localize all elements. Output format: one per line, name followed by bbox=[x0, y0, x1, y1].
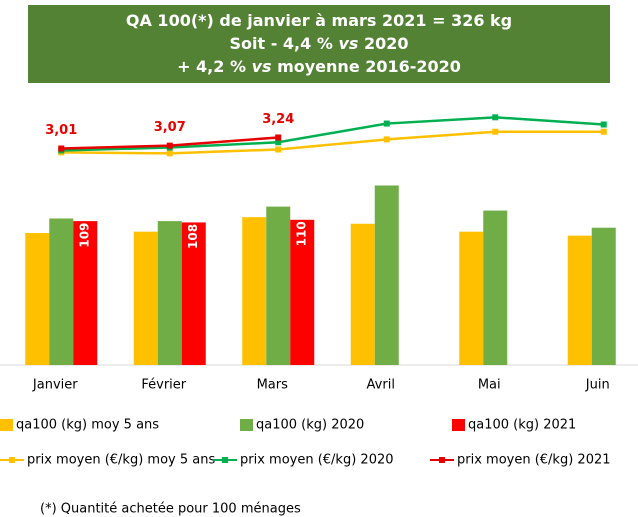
bar bbox=[181, 222, 206, 365]
legend-label: qa100 (kg) 2020 bbox=[256, 418, 364, 433]
bar bbox=[242, 217, 267, 365]
legend-marker bbox=[9, 457, 15, 463]
bar bbox=[591, 227, 616, 365]
chart-title: QA 100(*) de janvier à mars 2021 = 326 k… bbox=[126, 11, 512, 30]
x-tick-label: Mars bbox=[257, 378, 289, 393]
x-tick-label: Mai bbox=[478, 378, 501, 393]
price-marker bbox=[275, 134, 282, 141]
legend-label: prix moyen (€/kg) 2021 bbox=[457, 453, 611, 468]
bar bbox=[73, 221, 98, 365]
bar bbox=[25, 233, 50, 365]
bar-value-label: 108 bbox=[186, 224, 200, 249]
price-line bbox=[61, 116, 604, 152]
bar bbox=[290, 219, 315, 365]
x-tick-label: Janvier bbox=[32, 378, 78, 393]
title-box bbox=[28, 5, 610, 83]
legend-label: prix moyen (€/kg) moy 5 ans bbox=[27, 453, 215, 468]
footnote: (*) Quantité achetée pour 100 ménages bbox=[40, 502, 301, 517]
price-value-label: 3,24 bbox=[262, 112, 294, 127]
title-part: + 4,2 % bbox=[177, 57, 252, 76]
price-marker bbox=[600, 128, 607, 135]
bar-value-label: 109 bbox=[78, 223, 92, 248]
legend-label: qa100 (kg) 2021 bbox=[468, 418, 576, 433]
title-part: Soit - 4,4 % bbox=[229, 34, 338, 53]
bar bbox=[49, 218, 74, 365]
legend-label: prix moyen (€/kg) 2020 bbox=[240, 453, 394, 468]
legend-marker bbox=[222, 457, 228, 463]
bar bbox=[567, 235, 592, 365]
price-marker bbox=[600, 121, 607, 128]
legend-swatch bbox=[240, 419, 253, 431]
bar bbox=[266, 206, 291, 365]
title-part: vs bbox=[338, 34, 358, 53]
bar bbox=[483, 210, 508, 365]
x-tick-label: Avril bbox=[367, 378, 395, 393]
title-part: QA 100(*) de janvier à mars 2021 = 326 k… bbox=[126, 11, 512, 30]
title-part: 2020 bbox=[358, 34, 408, 53]
title-part: vs bbox=[252, 57, 272, 76]
price-marker bbox=[383, 120, 390, 127]
price-marker bbox=[166, 150, 173, 157]
price-line bbox=[61, 130, 604, 155]
legend-swatch bbox=[0, 419, 13, 431]
price-marker bbox=[58, 145, 65, 152]
bar bbox=[157, 221, 182, 365]
price-marker bbox=[166, 142, 173, 149]
price-value-label: 3,07 bbox=[154, 120, 186, 135]
bar bbox=[459, 231, 484, 365]
bar bbox=[350, 223, 375, 365]
price-marker bbox=[383, 136, 390, 143]
price-value-label: 3,01 bbox=[45, 123, 77, 138]
title-part: moyenne 2016-2020 bbox=[272, 57, 461, 76]
price-marker bbox=[492, 128, 499, 135]
bar bbox=[133, 231, 158, 365]
legend-marker bbox=[439, 457, 445, 463]
price-marker bbox=[275, 139, 282, 146]
price-marker bbox=[492, 114, 499, 121]
bar bbox=[374, 185, 399, 365]
bar-value-label: 110 bbox=[295, 221, 309, 246]
x-tick-label: Février bbox=[141, 378, 186, 393]
price-marker bbox=[275, 146, 282, 153]
x-tick-label: Juin bbox=[585, 378, 610, 393]
chart-title: + 4,2 % vs moyenne 2016-2020 bbox=[177, 57, 461, 76]
legend-label: qa100 (kg) moy 5 ans bbox=[16, 418, 159, 433]
legend-swatch bbox=[452, 419, 465, 431]
chart-title: Soit - 4,4 % vs 2020 bbox=[229, 34, 408, 53]
